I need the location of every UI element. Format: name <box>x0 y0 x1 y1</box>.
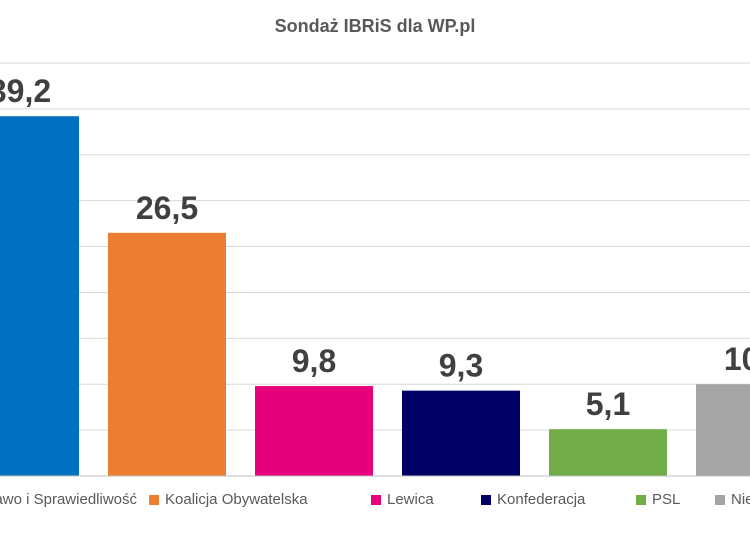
legend-label: Koalicja Obywatelska <box>165 491 308 508</box>
bar <box>402 390 520 476</box>
legend-item: Lewica <box>371 491 434 508</box>
data-label: 26,5 <box>136 190 198 226</box>
legend-swatch <box>715 494 725 505</box>
data-label: 39,2 <box>0 73 51 109</box>
legend-swatch <box>149 494 159 505</box>
legend-item: Konfederacja <box>481 491 585 508</box>
legend-swatch <box>481 494 491 505</box>
legend-label: Nie wiem <box>731 491 750 508</box>
legend-item: PSL <box>636 491 680 508</box>
legend-label: Lewica <box>387 491 434 508</box>
bar <box>255 386 373 476</box>
data-label: 10,0 <box>724 341 750 377</box>
legend-label: PSL <box>652 491 681 508</box>
bar <box>0 116 79 476</box>
legend-item: Koalicja Obywatelska <box>149 491 308 508</box>
data-label: 5,1 <box>586 386 630 422</box>
bar <box>549 429 667 476</box>
legend-label: Konfederacja <box>497 491 586 508</box>
bar <box>696 384 750 476</box>
data-label: 9,3 <box>439 348 483 384</box>
legend-label: Prawo i Sprawiedliwość <box>0 491 137 508</box>
data-label: 9,8 <box>292 343 336 379</box>
legend-item: Prawo i Sprawiedliwość <box>0 491 137 508</box>
legend-swatch <box>636 494 646 505</box>
legend-item: Nie wiem <box>715 491 750 508</box>
bar <box>108 232 226 476</box>
chart-title: Sondaż IBRiS dla WP.pl <box>274 16 476 36</box>
legend-swatch <box>371 494 381 505</box>
